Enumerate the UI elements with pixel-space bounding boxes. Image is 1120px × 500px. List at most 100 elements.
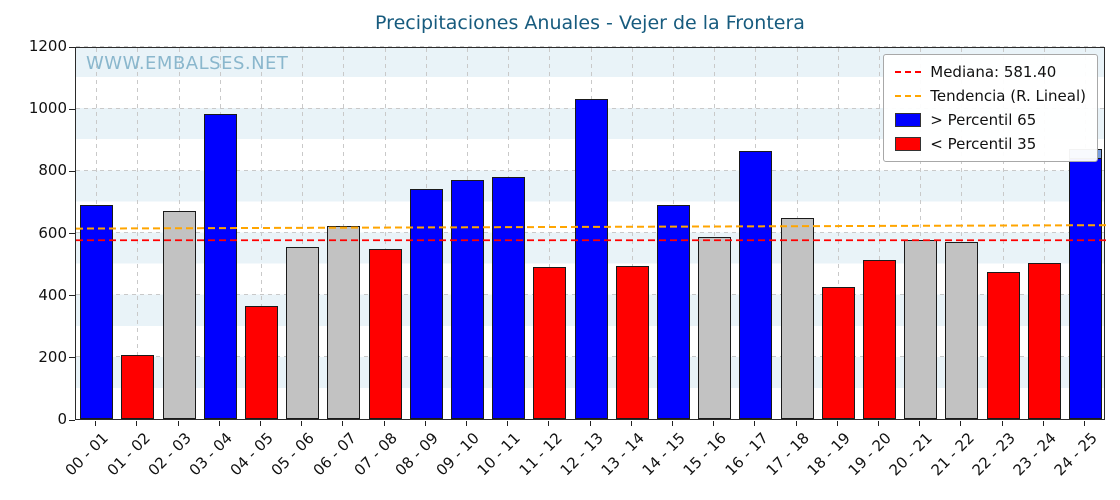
x-axis-tick-mark — [301, 421, 303, 426]
gridline-vertical — [878, 48, 880, 419]
gridline-vertical — [1002, 48, 1004, 419]
bar-15-16 — [698, 237, 732, 419]
x-axis-tick-label: 13 - 14 — [597, 429, 648, 480]
bar-07-08 — [368, 248, 402, 419]
gridline-vertical — [137, 48, 139, 419]
y-axis-tick-label: 1200 — [28, 37, 67, 55]
x-axis-tick-label: 23 - 24 — [1009, 429, 1060, 480]
x-axis-tick-mark — [136, 421, 138, 426]
x-axis-tick-label: 19 - 20 — [844, 429, 896, 480]
plot-area: WWW.EMBALSES.NET Mediana: 581.40 Tendenc… — [75, 45, 1106, 420]
gridline-vertical — [549, 48, 551, 419]
y-axis-tick-mark — [69, 419, 75, 421]
x-axis-tick-mark — [713, 421, 715, 426]
x-axis-tick-label: 20 - 21 — [886, 429, 937, 480]
x-axis-tick-label: 04 - 05 — [226, 429, 278, 480]
bar-01-02 — [121, 355, 155, 419]
bar-04-05 — [244, 305, 278, 419]
median-line-sample — [895, 71, 922, 73]
gridline-vertical — [920, 48, 922, 419]
x-axis-tick-label: 03 - 04 — [185, 429, 236, 480]
x-axis-tick-mark — [218, 421, 220, 426]
bar-02-03 — [162, 210, 196, 419]
y-axis-tick-label: 1000 — [28, 99, 67, 118]
x-axis-tick-label: 22 - 23 — [968, 429, 1019, 480]
y-axis-tick-label: 800 — [38, 161, 67, 180]
x-axis-tick-mark — [1001, 421, 1003, 426]
x-axis-tick-mark — [589, 421, 591, 426]
x-axis-tick-mark — [507, 421, 509, 426]
x-axis-tick-mark — [342, 421, 344, 426]
y-axis-tick-label: 400 — [38, 285, 67, 304]
bar-24-25 — [1068, 149, 1102, 419]
x-axis-tick-mark — [548, 421, 550, 426]
x-axis-tick-mark — [1042, 421, 1044, 426]
x-axis-tick-label: 11 - 12 — [515, 429, 566, 480]
watermark: WWW.EMBALSES.NET — [86, 53, 289, 74]
gridline-vertical — [260, 48, 262, 419]
x-axis-tick-label: 15 - 16 — [680, 429, 731, 480]
y-axis-tick-label: 600 — [38, 223, 67, 242]
x-axis-tick-label: 10 - 11 — [474, 429, 525, 480]
bar-17-18 — [780, 217, 814, 419]
x-axis-tick-label: 12 - 13 — [556, 429, 607, 480]
legend-label-above: > Percentil 65 — [930, 111, 1037, 129]
x-axis-tick-label: 14 - 15 — [638, 429, 690, 480]
legend-item-below: < Percentil 35 — [895, 135, 1086, 153]
y-axis-tick-mark — [69, 295, 75, 297]
x-axis-tick-mark — [465, 421, 467, 426]
bar-09-10 — [450, 180, 484, 419]
x-axis-tick-mark — [95, 421, 97, 426]
gridline-vertical — [961, 48, 963, 419]
gridline-vertical — [384, 48, 386, 419]
x-axis-tick-mark — [795, 421, 797, 426]
x-axis-tick-label: 01 - 02 — [103, 429, 154, 480]
y-axis-tick-mark — [69, 170, 75, 172]
x-axis-tick-mark — [919, 421, 921, 426]
bar-18-19 — [821, 286, 855, 419]
x-axis-tick-label: 17 - 18 — [762, 429, 813, 480]
x-axis-tick-mark — [877, 421, 879, 426]
legend: Mediana: 581.40 Tendencia (R. Lineal) > … — [883, 54, 1098, 162]
bar-22-23 — [986, 272, 1020, 419]
bar-20-21 — [904, 240, 938, 419]
gridline-vertical — [631, 48, 633, 419]
x-axis-tick-label: 06 - 07 — [309, 429, 360, 480]
bar-00-01 — [80, 204, 114, 419]
x-axis-tick-mark — [383, 421, 385, 426]
trend-line-sample — [895, 95, 922, 97]
x-axis-tick-mark — [630, 421, 632, 426]
bar-21-22 — [945, 241, 979, 419]
x-axis-tick-label: 24 - 25 — [1050, 429, 1102, 480]
x-axis-tick-mark — [671, 421, 673, 426]
x-axis-tick-label: 18 - 19 — [803, 429, 854, 480]
x-axis-tick-label: 09 - 10 — [432, 429, 484, 480]
bar-13-14 — [615, 266, 649, 419]
x-axis-tick-mark — [424, 421, 426, 426]
gridline-vertical — [714, 48, 716, 419]
x-axis-tick-mark — [754, 421, 756, 426]
x-axis-tick-label: 21 - 22 — [927, 429, 978, 480]
y-axis-tick-label: 200 — [38, 347, 67, 366]
bar-08-09 — [409, 188, 443, 419]
y-axis-tick-mark — [69, 233, 75, 234]
y-axis-tick-mark — [69, 357, 75, 359]
gridline-vertical — [302, 48, 304, 419]
gridline-horizontal — [76, 45, 1104, 47]
x-axis-tick-label: 08 - 09 — [391, 429, 442, 480]
trend-line — [76, 224, 1106, 230]
bar-23-24 — [1027, 262, 1061, 419]
legend-label-median: Mediana: 581.40 — [930, 63, 1057, 81]
legend-item-median: Mediana: 581.40 — [895, 63, 1086, 81]
bar-06-07 — [327, 226, 361, 419]
legend-item-trend: Tendencia (R. Lineal) — [895, 87, 1086, 105]
gridline-vertical — [1043, 48, 1045, 419]
y-axis-tick-label: 0 — [57, 410, 67, 428]
x-axis-tick-label: 02 - 03 — [144, 429, 195, 480]
x-axis-tick-label: 05 - 06 — [268, 429, 319, 480]
chart-title: Precipitaciones Anuales - Vejer de la Fr… — [375, 12, 805, 34]
x-axis-tick-mark — [836, 421, 838, 426]
bar-03-04 — [203, 114, 237, 419]
bar-19-20 — [862, 259, 896, 419]
